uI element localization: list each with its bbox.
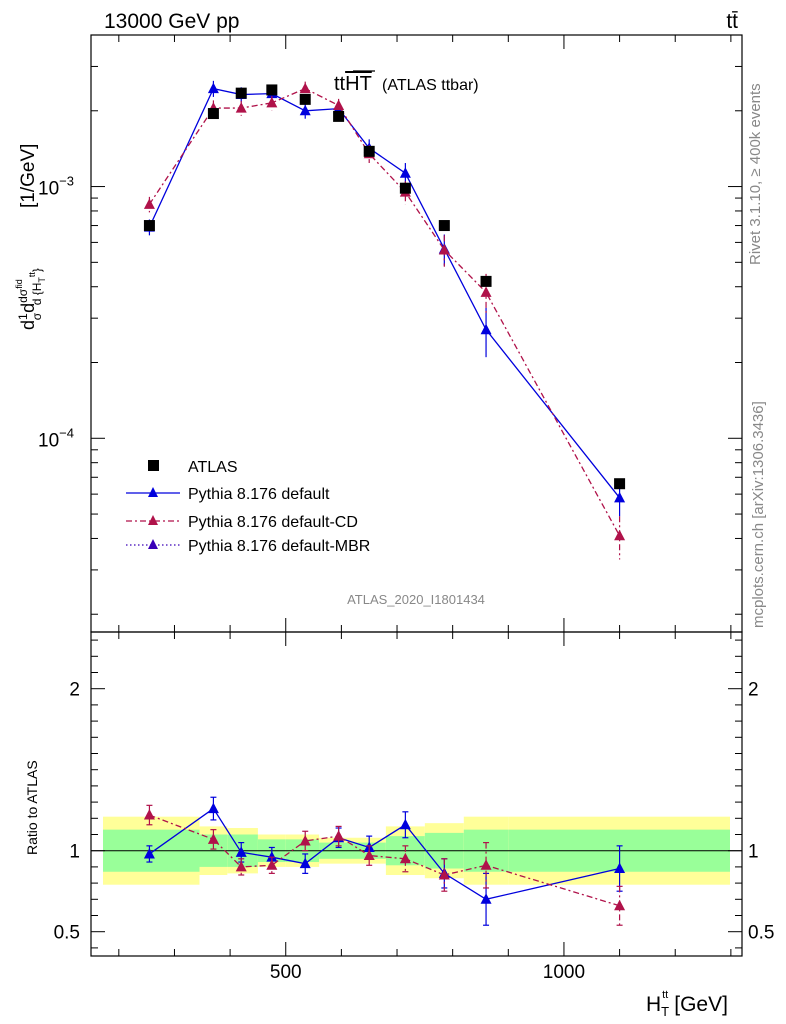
- point-atlas: [235, 87, 247, 99]
- legend-label-cd: Pythia 8.176 default-CD: [188, 514, 358, 531]
- point-atlas: [438, 220, 450, 232]
- legend: ATLAS Pythia 8.176 default Pythia 8.176 …: [126, 459, 370, 555]
- xlabel-unit: [GeV]: [674, 993, 728, 1016]
- ylabel-unit: [1/GeV]: [18, 144, 39, 208]
- ratio-point-cd: [614, 899, 626, 911]
- ratio-plot: 0.5 0.5 1 1 2 2 500 1000 Ratio to ATLAS HTtt [Ge…: [24, 631, 775, 1019]
- ratio-series: [143, 796, 626, 926]
- ratio-xtick-label: 1000: [543, 962, 585, 983]
- ratio-point-cd: [207, 833, 219, 844]
- point-default: [480, 323, 492, 335]
- ratio-point-cd: [299, 834, 311, 846]
- header-left: 13000 GeV pp: [104, 10, 239, 33]
- main-series: [143, 80, 626, 560]
- rivet-version: Rivet 3.1.10, ≥ 400k events: [747, 83, 764, 265]
- point-cd: [299, 82, 311, 94]
- legend-label-default: Pythia 8.176 default: [188, 486, 330, 503]
- ratio-point-cd: [143, 809, 155, 820]
- ratio-point-default: [266, 851, 278, 862]
- point-atlas: [614, 478, 626, 490]
- ratio-ytick-label-right: 1: [748, 842, 759, 863]
- point-atlas: [143, 220, 155, 232]
- point-default: [299, 104, 311, 116]
- ratio-point-cd: [235, 860, 247, 872]
- ratio-ytick-label: 1: [69, 842, 80, 863]
- ratio-point-default: [299, 857, 311, 869]
- main-plot: 10−410−310−2 ttHT (ATLAS ttbar) ATLAS_20…: [14, 34, 743, 633]
- xlabel-sup: tt: [662, 989, 668, 1001]
- legend-label-mbr: Pythia 8.176 default-MBR: [188, 538, 370, 555]
- main-ytick-label: 10−4: [38, 425, 74, 451]
- main-ytick-labels: 10−410−310−2: [38, 174, 74, 452]
- ratio-point-cd: [363, 849, 375, 861]
- ratio-point-cd: [399, 852, 411, 864]
- header-right: tt̄: [726, 10, 738, 33]
- mcplots-credit: mcplots.cern.ch [arXiv:1306.3436]: [750, 401, 767, 628]
- ratio-xtick-label: 500: [270, 962, 302, 983]
- point-default: [399, 167, 411, 178]
- legend-marker-atlas: [148, 460, 159, 471]
- point-atlas: [480, 275, 492, 287]
- ratio-point-cd: [333, 830, 345, 841]
- xlabel-symbol: H: [646, 993, 661, 1016]
- xlabel: HTtt [GeV]: [646, 989, 728, 1019]
- point-atlas: [207, 108, 219, 120]
- ratio-point-default: [399, 818, 411, 830]
- point-atlas: [333, 110, 345, 122]
- point-cd: [438, 243, 450, 255]
- ratio-ytick-label: 2: [69, 680, 80, 701]
- ratio-point-default: [143, 847, 155, 859]
- ratio-ytick-label: 0.5: [54, 923, 80, 944]
- ratio-point-cd: [438, 869, 450, 880]
- ratio-ytick-label-right: 0.5: [748, 923, 774, 944]
- point-cd: [143, 198, 155, 209]
- ratio-frame: [90, 631, 743, 957]
- legend-entry-atlas: ATLAS: [148, 459, 238, 476]
- point-atlas: [266, 84, 278, 96]
- main-ticks: [91, 34, 742, 632]
- point-cd: [333, 99, 345, 110]
- point-atlas: [299, 93, 311, 105]
- plot-title-note: (ATLAS ttbar): [382, 77, 479, 94]
- legend-marker-cd: [148, 515, 158, 525]
- legend-label-atlas: ATLAS: [188, 459, 238, 476]
- main-ylabel: d1σddσfid d {HTtt} [1/GeV]: [14, 144, 47, 330]
- plot-title: ttHT: [334, 73, 372, 95]
- ratio-ytick-label-right: 2: [748, 680, 759, 701]
- ratio-ylabel: Ratio to ATLAS: [24, 760, 40, 855]
- ratio-ticks: [91, 632, 742, 956]
- legend-marker-mbr: [148, 539, 158, 549]
- point-atlas: [399, 182, 411, 194]
- ratio-point-default: [614, 862, 626, 874]
- point-cd: [480, 286, 492, 297]
- analysis-id: ATLAS_2020_I1801434: [347, 592, 485, 607]
- point-cd: [235, 102, 247, 113]
- main-ytick-label: 10−3: [38, 174, 74, 200]
- point-cd: [266, 96, 278, 108]
- ratio-point-cd: [480, 859, 492, 870]
- point-atlas: [363, 145, 375, 157]
- point-default: [207, 82, 219, 94]
- ratio-point-default: [235, 846, 247, 857]
- xlabel-sub: T: [661, 1004, 669, 1019]
- point-default: [614, 491, 626, 503]
- plot-title-over: HT: [345, 73, 372, 95]
- plot-title-main: tt: [334, 73, 346, 95]
- ratio-point-default: [480, 893, 492, 904]
- ratio-tick-labels: 0.5 0.5 1 1 2 2 500 1000: [54, 680, 775, 983]
- legend-entry-default: Pythia 8.176 default: [126, 486, 330, 503]
- series-line-default: [148, 87, 621, 499]
- point-cd: [614, 529, 626, 541]
- legend-entry-cd: Pythia 8.176 default-CD: [126, 514, 358, 531]
- ylabel-formula: d1σddσfid d {HTtt}: [14, 268, 47, 330]
- ratio-point-default: [207, 802, 219, 814]
- ratio-point-cd: [266, 859, 278, 870]
- legend-marker-default: [148, 487, 158, 497]
- legend-entry-mbr: Pythia 8.176 default-MBR: [126, 538, 370, 555]
